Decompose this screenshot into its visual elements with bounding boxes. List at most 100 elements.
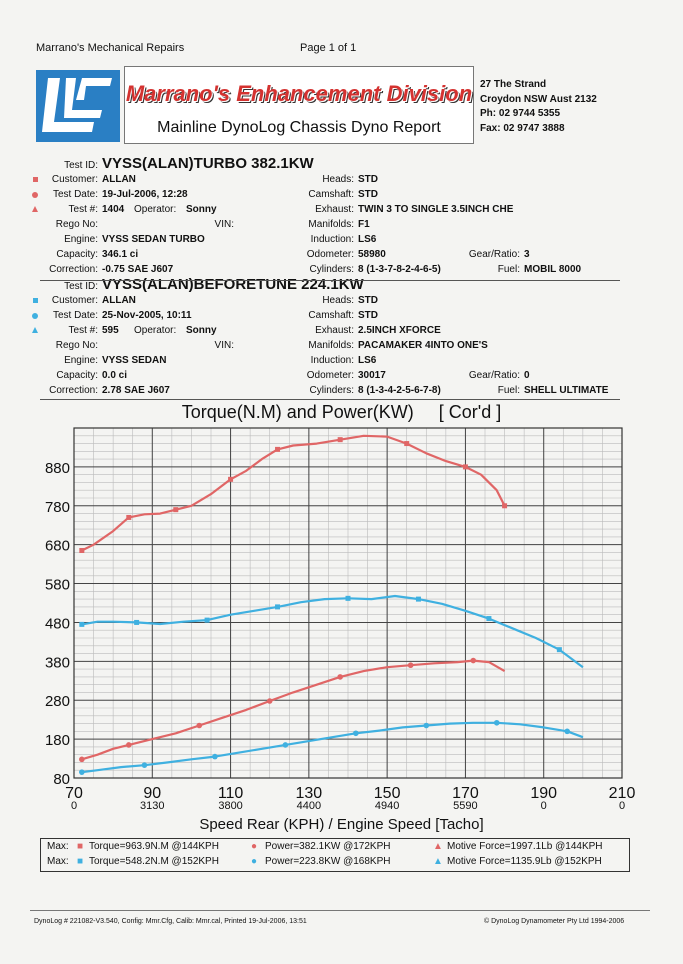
circle-marker-icon bbox=[32, 192, 38, 198]
test1-cylinders: 8 (1-3-7-8-2-4-6-5) bbox=[358, 264, 441, 275]
test1-odometer-label: Odometer: bbox=[306, 249, 354, 260]
test2-induction: LS6 bbox=[358, 355, 377, 366]
test2-induction-label: Induction: bbox=[310, 355, 354, 366]
data-point bbox=[345, 595, 351, 601]
x-rpm-label: 0 bbox=[619, 800, 625, 812]
square-marker-icon: ■ bbox=[77, 841, 84, 852]
y-tick-label: 680 bbox=[45, 538, 70, 555]
test1-customer-label: Customer: bbox=[51, 174, 98, 185]
division-title: Marrano's Enhancement Division bbox=[125, 81, 473, 106]
test2-vin-label: VIN: bbox=[214, 340, 234, 351]
data-point bbox=[79, 548, 85, 553]
x-rpm-label: 4940 bbox=[375, 800, 399, 812]
test2-testno-label: Test #: bbox=[68, 325, 98, 336]
test2-customer: ALLAN bbox=[102, 295, 136, 306]
divider bbox=[40, 399, 620, 400]
y-tick-label: 180 bbox=[45, 732, 70, 749]
page-number: Page 1 of 1 bbox=[300, 42, 357, 54]
x-rpm-label: 3130 bbox=[140, 800, 164, 812]
test1-testno-label: Test #: bbox=[68, 204, 98, 215]
x-rpm-label: 4400 bbox=[297, 800, 321, 812]
data-point bbox=[502, 503, 508, 509]
test1-induction-label: Induction: bbox=[310, 234, 354, 245]
max2-force: Motive Force=1135.9Lb @152KPH bbox=[447, 856, 602, 867]
address-line2: Croydon NSW Aust 2132 bbox=[480, 93, 597, 105]
series-line bbox=[81, 659, 506, 761]
test2-manifolds: PACAMAKER 4INTO ONE'S bbox=[358, 340, 488, 351]
test2-date: 25-Nov-2005, 10:11 bbox=[102, 310, 192, 321]
test1-customer: ALLAN bbox=[102, 174, 136, 185]
data-point bbox=[196, 722, 203, 729]
max1-label: Max: bbox=[47, 841, 69, 852]
x-tick-label: 110 bbox=[218, 785, 244, 802]
x-tick-label: 70 bbox=[65, 785, 83, 802]
test1-vin-label: VIN: bbox=[214, 219, 234, 230]
test2-fuel-label: Fuel: bbox=[497, 385, 520, 396]
test1-heads-label: Heads: bbox=[322, 174, 354, 185]
x-tick-label: 210 bbox=[609, 785, 636, 802]
test1-manifolds-label: Manifolds: bbox=[308, 219, 354, 230]
test1-exhaust-label: Exhaust: bbox=[315, 204, 354, 215]
data-point bbox=[79, 769, 85, 775]
test1-engine-label: Engine: bbox=[64, 234, 98, 245]
plot-frame bbox=[73, 427, 623, 779]
data-point bbox=[212, 753, 218, 760]
square-marker-icon bbox=[33, 177, 38, 182]
test1-capacity-label: Capacity: bbox=[56, 249, 98, 260]
fax: Fax: 02 9747 3888 bbox=[480, 122, 565, 134]
test1-fuel-label: Fuel: bbox=[497, 264, 520, 275]
data-point bbox=[337, 437, 343, 443]
company-header: Marrano's Mechanical Repairs bbox=[36, 42, 185, 54]
test2-customer-label: Customer: bbox=[51, 295, 98, 306]
test2-testno: 595 bbox=[102, 325, 119, 336]
data-point bbox=[407, 662, 414, 669]
max1-torque: Torque=963.9N.M @144KPH bbox=[89, 841, 219, 852]
data-point bbox=[275, 446, 281, 452]
test1-cylinders-label: Cylinders: bbox=[309, 264, 354, 275]
test2-engine-label: Engine: bbox=[64, 355, 98, 366]
x-tick-label: 190 bbox=[530, 785, 557, 802]
data-point bbox=[282, 742, 289, 748]
data-point bbox=[204, 617, 210, 623]
triangle-marker-icon: ▲ bbox=[433, 856, 443, 867]
report-title-box: Marrano's Enhancement Division Mainline … bbox=[124, 66, 474, 144]
footer-left: DynoLog # 221082-V3.540, Config: Mmr.Cfg… bbox=[34, 918, 307, 925]
max2-power: Power=223.8KW @168KPH bbox=[265, 856, 391, 867]
data-point bbox=[556, 647, 562, 653]
y-tick-label: 380 bbox=[45, 654, 70, 671]
data-point bbox=[486, 616, 492, 622]
test2-gear: 0 bbox=[524, 370, 530, 381]
triangle-marker-icon bbox=[32, 327, 38, 333]
data-point bbox=[564, 728, 570, 735]
test1-testno: 1404 bbox=[102, 204, 125, 215]
series-line bbox=[81, 721, 584, 774]
test1-engine: VYSS SEDAN TURBO bbox=[102, 234, 205, 245]
report-subtitle: Mainline DynoLog Chassis Dyno Report bbox=[157, 119, 441, 136]
test2-heads-label: Heads: bbox=[322, 295, 354, 306]
y-tick-label: 480 bbox=[45, 615, 70, 632]
test2-engine: VYSS SEDAN bbox=[102, 355, 167, 366]
test2-rego-label: Rego No: bbox=[55, 340, 98, 351]
max-summary-box: Max: ■ Torque=963.9N.M @144KPH ● Power=3… bbox=[40, 838, 630, 872]
test1-capacity: 346.1 ci bbox=[102, 249, 139, 260]
square-marker-icon bbox=[33, 298, 38, 303]
data-point bbox=[423, 722, 430, 729]
x-rpm-label: 0 bbox=[541, 800, 547, 812]
data-point bbox=[79, 756, 85, 763]
x-rpm-label: 0 bbox=[71, 800, 77, 812]
data-point bbox=[493, 719, 500, 726]
test2-camshaft-label: Camshaft: bbox=[308, 310, 354, 321]
test1-operator-label: Operator: bbox=[134, 204, 177, 215]
data-point bbox=[353, 730, 359, 737]
test1-id-label: Test ID: bbox=[64, 160, 98, 171]
x-rpm-label: 3800 bbox=[218, 800, 242, 812]
x-tick-label: 150 bbox=[374, 785, 401, 802]
circle-marker-icon bbox=[32, 313, 38, 319]
address-line1: 27 The Strand bbox=[480, 79, 547, 90]
test2-id-label: Test ID: bbox=[64, 281, 98, 292]
footer-right: © DynoLog Dynamometer Pty Ltd 1994-2006 bbox=[484, 918, 625, 925]
data-point bbox=[462, 464, 468, 470]
test2-odometer: 30017 bbox=[358, 370, 386, 381]
test1-induction: LS6 bbox=[358, 234, 377, 245]
